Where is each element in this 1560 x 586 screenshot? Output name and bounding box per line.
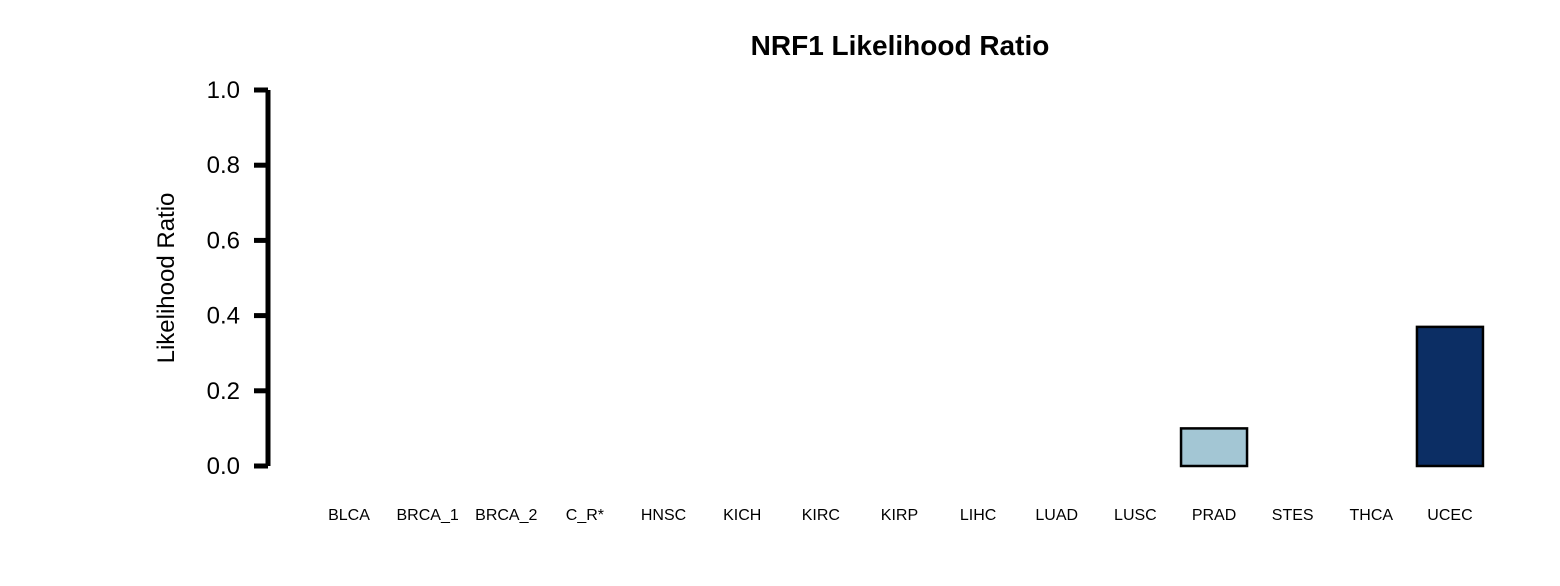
y-axis-label: Likelihood Ratio bbox=[153, 193, 180, 364]
x-tick-labels: BLCA BRCA_1 BRCA_2 C_R* HNSC KICH KIRC KIRP LIHC… bbox=[328, 507, 1473, 524]
x-tick-label: BLCA bbox=[328, 507, 370, 524]
x-tick-label: LUSC bbox=[1114, 507, 1157, 524]
x-tick-label: LIHC bbox=[960, 507, 996, 524]
x-tick-label: BRCA_1 bbox=[397, 507, 459, 524]
bars bbox=[1179, 325, 1485, 468]
x-tick-label: HNSC bbox=[641, 507, 686, 524]
bar-ucec bbox=[1415, 325, 1485, 468]
y-tick-label: 0.8 bbox=[207, 152, 240, 179]
x-tick-label: PRAD bbox=[1192, 507, 1236, 524]
chart-title: NRF1 Likelihood Ratio bbox=[751, 30, 1050, 61]
x-tick-label: THCA bbox=[1350, 507, 1394, 524]
x-tick-label: UCEC bbox=[1427, 507, 1472, 524]
x-tick-label: C_R* bbox=[566, 507, 604, 524]
x-tick-label: KIRC bbox=[802, 507, 840, 524]
x-tick-label: KIRP bbox=[881, 507, 918, 524]
y-tick-label: 0.2 bbox=[207, 378, 240, 405]
bar-prad bbox=[1179, 427, 1249, 468]
x-tick-label: STES bbox=[1272, 507, 1314, 524]
x-tick-label: KICH bbox=[723, 507, 761, 524]
x-tick-label: LUAD bbox=[1035, 507, 1078, 524]
y-tick-label: 0.0 bbox=[207, 453, 240, 480]
y-axis: 0.0 0.2 0.4 0.6 0.8 1.0 bbox=[207, 77, 271, 480]
x-tick-label: BRCA_2 bbox=[475, 507, 537, 524]
y-tick-label: 0.6 bbox=[207, 227, 240, 254]
y-tick-label: 0.4 bbox=[207, 303, 240, 330]
y-tick-label: 1.0 bbox=[207, 77, 240, 104]
